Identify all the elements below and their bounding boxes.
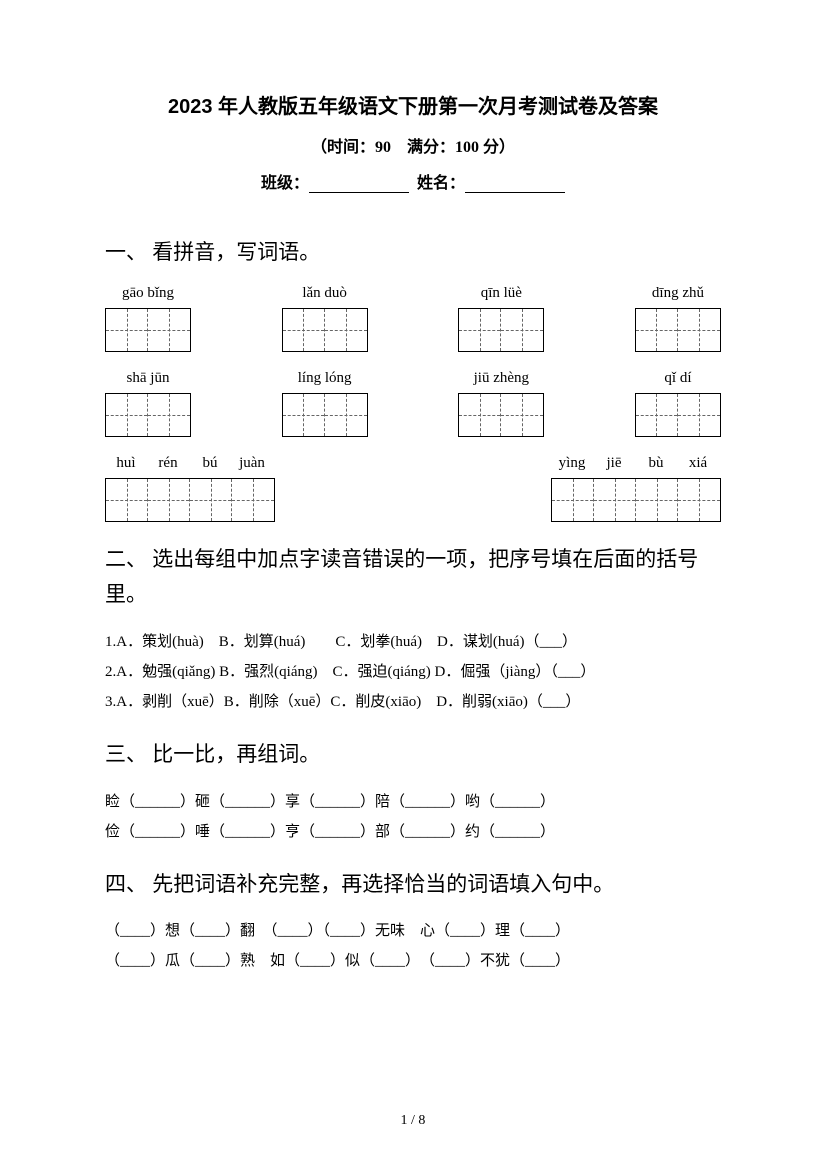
question-line: 1.A．策划(huà) B．划算(huá) C．划拳(huá) D．谋划(huá…: [105, 627, 721, 657]
question-line: （____）瓜（____）熟 如（____）似（____） （____）不犹（_…: [105, 946, 721, 976]
char-cell[interactable]: [106, 479, 148, 521]
section2-heading: 二、 选出每组中加点字读音错误的一项，把序号填在后面的括号里。: [105, 542, 721, 613]
section3-body: 睑（______）砸（______）享（______）陪（______）哟（__…: [105, 787, 721, 847]
question-line: 3.A．剥削（xuē）B．削除（xuē）C．削皮(xiāo) D．削弱(xiāo…: [105, 687, 721, 717]
char-cell[interactable]: [148, 394, 190, 436]
char-box[interactable]: [551, 478, 721, 522]
section2-body: 1.A．策划(huà) B．划算(huá) C．划拳(huá) D．谋划(huá…: [105, 627, 721, 717]
char-cell[interactable]: [459, 309, 501, 351]
char-cell[interactable]: [501, 394, 543, 436]
char-box[interactable]: [282, 393, 368, 437]
question-line: 俭（______）唾（______）亨（______）部（______）约（__…: [105, 817, 721, 847]
section3-heading: 三、 比一比，再组词。: [105, 737, 721, 773]
pinyin-label: qǐ dí: [664, 370, 691, 387]
question-line: 2.A．勉强(qiǎng) B．强烈(qiáng) C．强迫(qiáng) D．…: [105, 657, 721, 687]
char-cell[interactable]: [636, 394, 678, 436]
char-cell[interactable]: [232, 479, 274, 521]
pinyin-item: dīng zhǔ: [635, 285, 721, 352]
pinyin-syllable: juàn: [231, 455, 273, 472]
pinyin-item: lǎn duò: [282, 285, 368, 352]
pinyin-syllable: bú: [189, 455, 231, 472]
name-label: 姓名：: [417, 175, 465, 192]
char-cell[interactable]: [148, 309, 190, 351]
pinyin-label-row: huìrénbújuàn: [105, 455, 275, 472]
name-blank[interactable]: [465, 177, 565, 193]
pinyin-syllable: jiē: [593, 455, 635, 472]
char-box[interactable]: [458, 393, 544, 437]
page-footer: 1 / 8: [0, 1113, 826, 1129]
question-line: 睑（______）砸（______）享（______）陪（______）哟（__…: [105, 787, 721, 817]
char-box[interactable]: [635, 308, 721, 352]
info-line: 班级： 姓名：: [105, 169, 721, 193]
char-cell[interactable]: [636, 479, 678, 521]
char-cell[interactable]: [678, 479, 720, 521]
char-cell[interactable]: [678, 394, 720, 436]
page-title: 2023 年人教版五年级语文下册第一次月考测试卷及答案: [105, 90, 721, 119]
char-cell[interactable]: [148, 479, 190, 521]
char-box[interactable]: [105, 393, 191, 437]
char-box[interactable]: [282, 308, 368, 352]
pinyin-row-2: shā jūn líng lóng jiū zhèng qǐ dí: [105, 370, 721, 437]
pinyin-label: dīng zhǔ: [652, 285, 704, 302]
pinyin-item: jiū zhèng: [458, 370, 544, 437]
char-cell[interactable]: [459, 394, 501, 436]
char-box[interactable]: [105, 478, 275, 522]
pinyin-syllable: yìng: [551, 455, 593, 472]
pinyin-syllable: huì: [105, 455, 147, 472]
char-cell[interactable]: [106, 309, 148, 351]
class-blank[interactable]: [309, 177, 409, 193]
char-cell[interactable]: [678, 309, 720, 351]
pinyin-item-wide: huìrénbújuàn: [105, 455, 275, 522]
char-cell[interactable]: [325, 394, 367, 436]
char-cell[interactable]: [190, 479, 232, 521]
class-label: 班级：: [261, 175, 309, 192]
char-cell[interactable]: [594, 479, 636, 521]
pinyin-syllable: rén: [147, 455, 189, 472]
char-box[interactable]: [635, 393, 721, 437]
pinyin-label: shā jūn: [127, 370, 170, 387]
subtitle: （时间：90 满分：100 分）: [105, 133, 721, 157]
pinyin-label: qīn lüè: [481, 285, 522, 302]
pinyin-item: líng lóng: [282, 370, 368, 437]
pinyin-syllable: xiá: [677, 455, 719, 472]
char-cell[interactable]: [325, 309, 367, 351]
char-cell[interactable]: [501, 309, 543, 351]
char-box[interactable]: [458, 308, 544, 352]
char-cell[interactable]: [283, 309, 325, 351]
char-cell[interactable]: [636, 309, 678, 351]
section4-body: （____）想（____）翻 （____）（____）无味 心（____）理（_…: [105, 916, 721, 976]
pinyin-label: líng lóng: [298, 370, 352, 387]
pinyin-item: qǐ dí: [635, 370, 721, 437]
char-box[interactable]: [105, 308, 191, 352]
section4-heading: 四、 先把词语补充完整，再选择恰当的词语填入句中。: [105, 867, 721, 903]
pinyin-row-1: gāo bǐng lǎn duò qīn lüè dīng zhǔ: [105, 285, 721, 352]
char-cell[interactable]: [106, 394, 148, 436]
pinyin-label: gāo bǐng: [122, 285, 174, 302]
question-line: （____）想（____）翻 （____）（____）无味 心（____）理（_…: [105, 916, 721, 946]
pinyin-label: jiū zhèng: [474, 370, 529, 387]
char-cell[interactable]: [283, 394, 325, 436]
pinyin-item-wide: yìngjiēbùxiá: [551, 455, 721, 522]
pinyin-syllable: bù: [635, 455, 677, 472]
pinyin-item: shā jūn: [105, 370, 191, 437]
char-cell[interactable]: [552, 479, 594, 521]
pinyin-item: qīn lüè: [458, 285, 544, 352]
pinyin-label: lǎn duò: [302, 285, 347, 302]
section1-heading: 一、 看拼音，写词语。: [105, 235, 721, 271]
pinyin-row-3: huìrénbújuàn yìngjiēbùxiá: [105, 455, 721, 522]
pinyin-item: gāo bǐng: [105, 285, 191, 352]
pinyin-label-row: yìngjiēbùxiá: [551, 455, 721, 472]
